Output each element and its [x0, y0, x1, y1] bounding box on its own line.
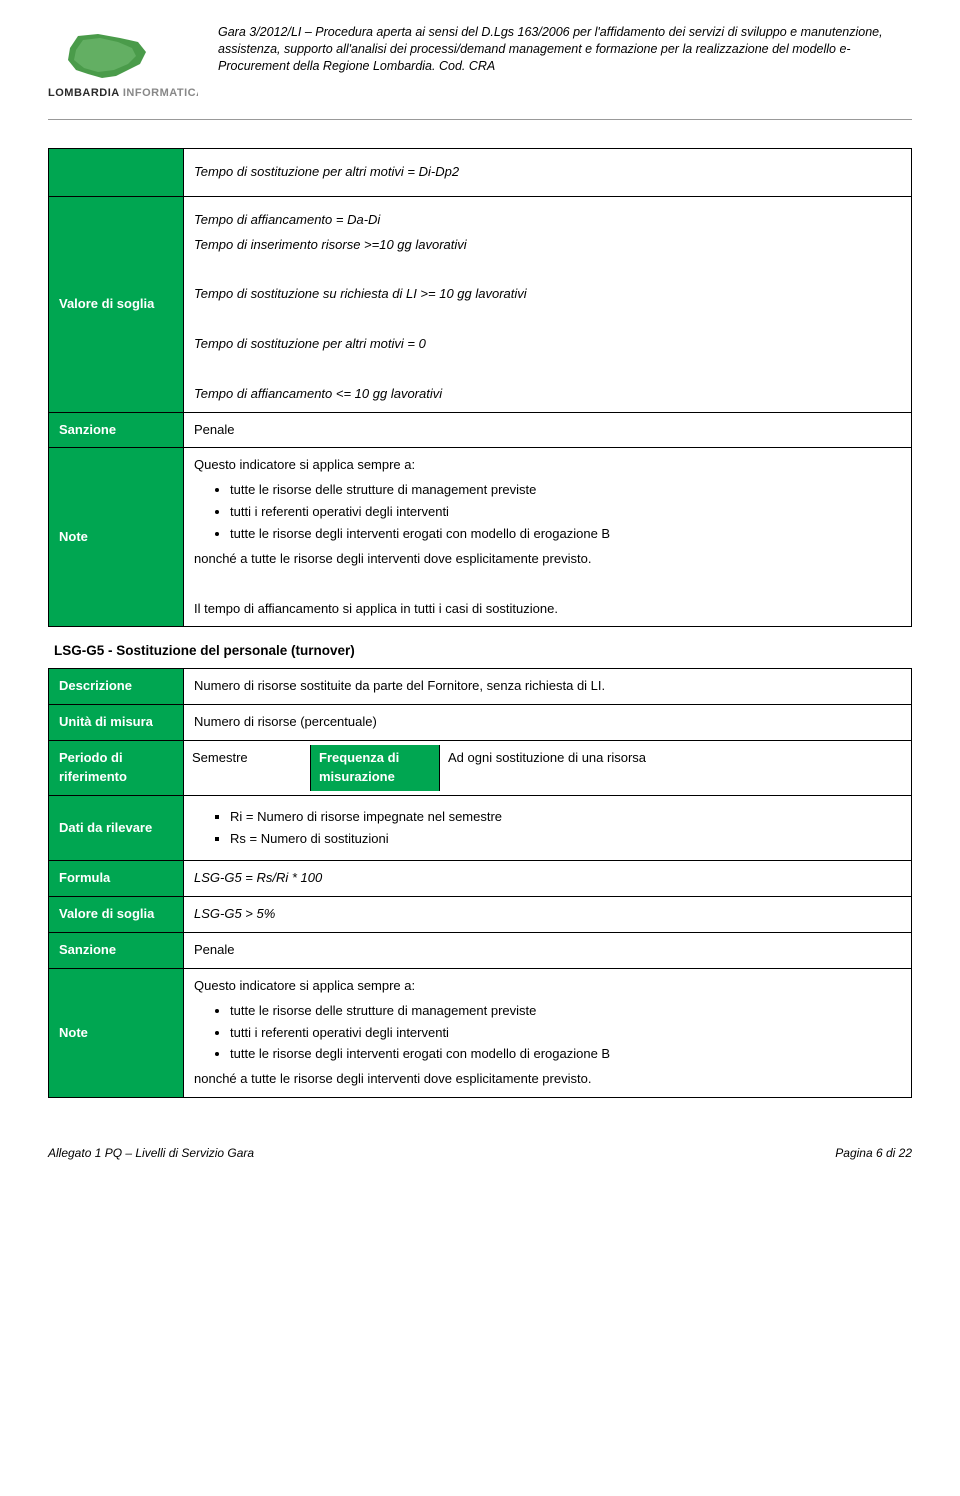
dati-bullet: Rs = Numero di sostituzioni	[230, 830, 901, 849]
formula-value: LSG-G5 = Rs/Ri * 100	[184, 861, 912, 897]
periodo-label: Periodo di riferimento	[49, 741, 184, 796]
note-content: Questo indicatore si applica sempre a: t…	[184, 448, 912, 627]
valore-soglia-label-2: Valore di soglia	[49, 897, 184, 933]
dati-label: Dati da rilevare	[49, 795, 184, 861]
periodo-value: Semestre	[184, 745, 310, 791]
frequenza-value: Ad ogni sostituzione di una risorsa	[440, 745, 911, 791]
page-footer: Allegato 1 PQ – Livelli di Servizio Gara…	[48, 1146, 912, 1160]
indicator-table-2: Descrizione Numero di risorse sostituite…	[48, 668, 912, 1098]
sanzione-value: Penale	[184, 412, 912, 448]
header-title: Gara 3/2012/LI – Procedura aperta ai sen…	[218, 24, 912, 75]
note-bullet: tutti i referenti operativi degli interv…	[230, 503, 901, 522]
note-bullet: tutte le risorse delle strutture di mana…	[230, 1002, 901, 1021]
descrizione-label: Descrizione	[49, 669, 184, 705]
page-header: LOMBARDIA INFORMATICA Gara 3/2012/LI – P…	[48, 24, 912, 111]
valore-line: Tempo di sostituzione su richiesta di LI…	[194, 285, 901, 304]
svg-text:LOMBARDIA INFORMATICA: LOMBARDIA INFORMATICA	[48, 87, 198, 99]
note-bullet: tutte le risorse degli interventi erogat…	[230, 1045, 901, 1064]
unita-value: Numero di risorse (percentuale)	[184, 705, 912, 741]
note-label: Note	[49, 448, 184, 627]
footer-left: Allegato 1 PQ – Livelli di Servizio Gara	[48, 1146, 254, 1160]
blank-label-cell	[49, 149, 184, 197]
valore-soglia-label: Valore di soglia	[49, 196, 184, 412]
valore-soglia-value-2: LSG-G5 > 5%	[184, 897, 912, 933]
indicator-table-1: Tempo di sostituzione per altri motivi =…	[48, 148, 912, 627]
note-intro: Questo indicatore si applica sempre a:	[194, 456, 901, 475]
valore-soglia-content: Tempo di affiancamento = Da-Di Tempo di …	[184, 196, 912, 412]
valore-line: Tempo di inserimento risorse >=10 gg lav…	[194, 236, 901, 255]
valore-line: Tempo di affiancamento = Da-Di	[194, 211, 901, 230]
intro-cell: Tempo di sostituzione per altri motivi =…	[184, 149, 912, 197]
sanzione-label-2: Sanzione	[49, 933, 184, 969]
sanzione-value-2: Penale	[184, 933, 912, 969]
note-intro-2: Questo indicatore si applica sempre a:	[194, 977, 901, 996]
frequenza-label: Frequenza di misurazione	[310, 745, 440, 791]
note-outro: nonché a tutte le risorse degli interven…	[194, 550, 901, 569]
dati-bullet: Ri = Numero di risorse impegnate nel sem…	[230, 808, 901, 827]
descrizione-value: Numero di risorse sostituite da parte de…	[184, 669, 912, 705]
note-label-2: Note	[49, 968, 184, 1097]
periodo-frequenza-row: Semestre Frequenza di misurazione Ad ogn…	[184, 741, 912, 796]
formula-label: Formula	[49, 861, 184, 897]
logo-text: LOMBARDIA	[48, 87, 123, 99]
note-outro-2: nonché a tutte le risorse degli interven…	[194, 1070, 901, 1089]
note-bullet: tutti i referenti operativi degli interv…	[230, 1024, 901, 1043]
logo: LOMBARDIA INFORMATICA	[48, 24, 198, 111]
intro-text: Tempo di sostituzione per altri motivi =…	[194, 163, 901, 182]
footer-right: Pagina 6 di 22	[835, 1146, 912, 1160]
unita-label: Unità di misura	[49, 705, 184, 741]
valore-line: Tempo di affiancamento <= 10 gg lavorati…	[194, 385, 901, 404]
dati-content: Ri = Numero di risorse impegnate nel sem…	[184, 795, 912, 861]
note-bullet: tutte le risorse degli interventi erogat…	[230, 525, 901, 544]
sanzione-label: Sanzione	[49, 412, 184, 448]
header-divider	[48, 119, 912, 120]
note-final: Il tempo di affiancamento si applica in …	[194, 600, 901, 619]
section-heading: LSG-G5 - Sostituzione del personale (tur…	[54, 643, 912, 658]
note-bullet: tutte le risorse delle strutture di mana…	[230, 481, 901, 500]
valore-line: Tempo di sostituzione per altri motivi =…	[194, 335, 901, 354]
note-content-2: Questo indicatore si applica sempre a: t…	[184, 968, 912, 1097]
